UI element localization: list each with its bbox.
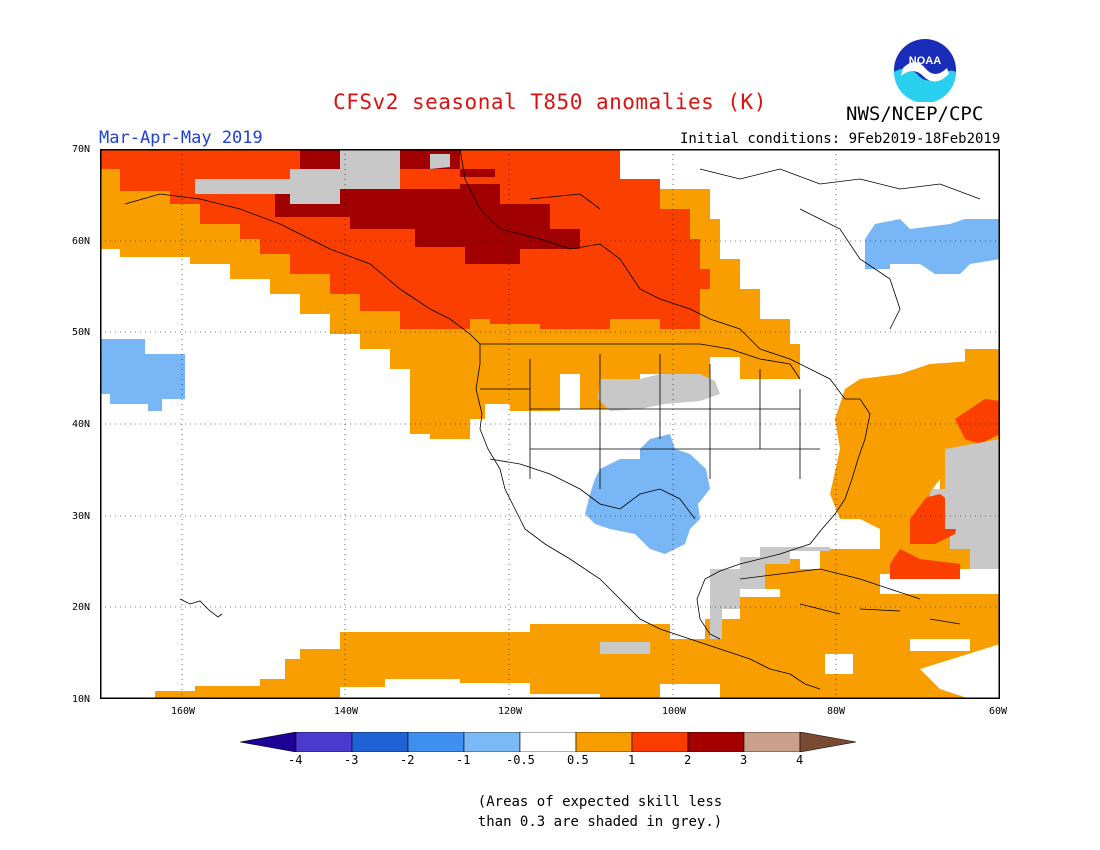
lat-label-30n: 30N xyxy=(72,511,91,522)
blue-southwest xyxy=(585,434,710,554)
forecast-period: Mar-Apr-May 2019 xyxy=(99,128,263,148)
colorbar-label-4: 4 xyxy=(796,753,804,767)
colorbar-segment xyxy=(575,732,633,752)
arctic-neutral xyxy=(710,149,1000,364)
grey-plains xyxy=(598,374,720,411)
map-outlines xyxy=(124,149,981,690)
lat-label-60n: 60N xyxy=(72,236,91,247)
lat-label-40n: 40N xyxy=(72,419,91,430)
lon-label-100w: 100W xyxy=(662,706,687,717)
colorbar-segment xyxy=(407,732,465,752)
lon-label-120w: 120W xyxy=(498,706,523,717)
map-grid xyxy=(100,149,1000,699)
skill-note-line1: (Areas of expected skill less xyxy=(477,794,723,810)
lon-label-80w: 80W xyxy=(827,706,846,717)
lon-label-140w: 140W xyxy=(334,706,359,717)
colorbar-segment xyxy=(351,732,409,752)
orange-band-south xyxy=(155,569,1000,699)
colorbar-label-neg4: -4 xyxy=(288,753,303,767)
skill-note-line2: than 0.3 are shaded in grey.) xyxy=(477,814,723,830)
colorbar-label-3: 3 xyxy=(740,753,748,767)
noaa-logo: NOAA xyxy=(894,39,956,102)
east-coast-anomaly xyxy=(830,359,1000,529)
logo-text: NOAA xyxy=(909,55,941,67)
colorbar-label-neg1: -1 xyxy=(456,753,471,767)
initial-conditions: Initial conditions: 9Feb2019-18Feb2019 xyxy=(680,131,1001,147)
colorbar-segment xyxy=(240,732,297,752)
colorbar-segment xyxy=(799,732,857,752)
lat-label-20n: 20N xyxy=(72,602,91,613)
colorbar xyxy=(240,732,857,752)
colorbar-segment xyxy=(687,732,745,752)
lat-label-70n: 70N xyxy=(72,144,91,155)
lat-label-50n: 50N xyxy=(72,327,91,338)
colorbar-segment xyxy=(631,732,689,752)
colorbar-segment xyxy=(743,732,801,752)
colorbar-label-neg2: -2 xyxy=(400,753,415,767)
skill-note: (Areas of expected skill less than 0.3 a… xyxy=(0,792,1100,832)
blue-labrador xyxy=(865,219,1000,274)
colorbar-label-05: 0.5 xyxy=(567,753,589,767)
blue-pacific xyxy=(100,339,185,411)
lon-label-160w: 160W xyxy=(171,706,196,717)
colorbar-label-2: 2 xyxy=(684,753,692,767)
lon-label-60w: 60W xyxy=(989,706,1008,717)
colorbar-segment xyxy=(519,732,577,752)
colorbar-segment xyxy=(463,732,521,752)
chart-title: CFSv2 seasonal T850 anomalies (K) xyxy=(333,90,767,114)
colorbar-label-1: 1 xyxy=(628,753,636,767)
colorbar-segment xyxy=(295,732,353,752)
anomaly-map xyxy=(100,149,1000,699)
grey-north xyxy=(195,149,500,224)
lat-label-10n: 10N xyxy=(72,694,91,705)
agency-label: NWS/NCEP/CPC xyxy=(846,103,984,125)
colorbar-label-neg3: -3 xyxy=(344,753,359,767)
colorbar-label-neg05: -0.5 xyxy=(506,753,535,767)
